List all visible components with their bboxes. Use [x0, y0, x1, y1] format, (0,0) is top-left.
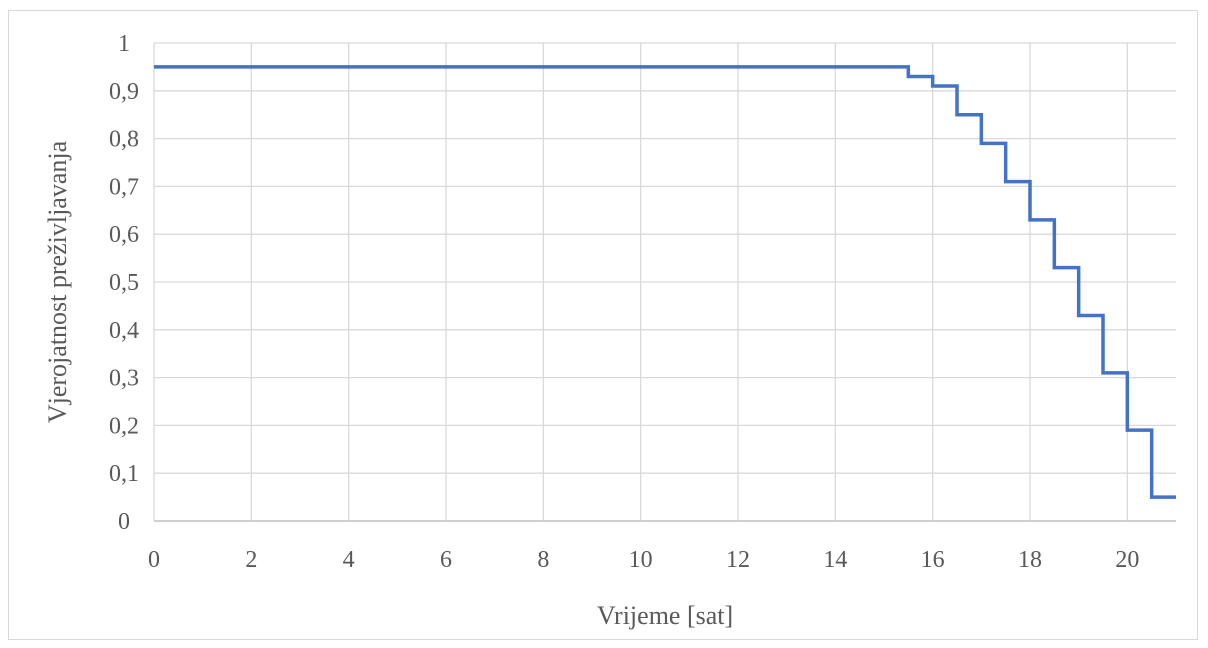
x-tick-label: 0	[148, 547, 160, 573]
y-tick-labels: 0 0,1 0,2 0,3 0,4 0,5 0,6 0,7 0,8 0,9 1	[109, 31, 139, 535]
y-gridlines	[154, 42, 1176, 474]
y-tick-label: 0,4	[109, 318, 139, 344]
x-axis-title: Vrijeme [sat]	[597, 601, 733, 630]
x-tick-label: 8	[537, 547, 549, 573]
x-tick-label: 18	[1018, 547, 1042, 573]
y-tick-label: 0,8	[109, 127, 139, 153]
y-tick-label: 0,9	[109, 79, 139, 105]
y-tick-label: 0	[118, 509, 130, 535]
x-tick-label: 20	[1115, 547, 1139, 573]
x-tick-label: 2	[245, 547, 257, 573]
x-tick-label: 10	[629, 547, 653, 573]
y-axis-title: Vjerojatnost preživljavanja	[43, 140, 72, 423]
y-tick-label: 0,7	[109, 174, 139, 200]
y-tick-label: 1	[118, 31, 130, 57]
x-tick-label: 4	[343, 547, 355, 573]
chart-frame	[8, 10, 1198, 640]
y-tick-label: 0,1	[109, 461, 139, 487]
series-line	[154, 65, 1176, 499]
y-tick-label: 0,2	[109, 413, 139, 439]
x-tick-label: 6	[440, 547, 452, 573]
y-tick-label: 0,3	[109, 366, 139, 392]
x-tick-labels: 0 2 4 6 8 10 12 14 16 18 20	[148, 547, 1139, 573]
x-tick-label: 14	[823, 547, 847, 573]
y-tick-label: 0,5	[109, 270, 139, 296]
x-tick-label: 16	[921, 547, 945, 573]
x-tick-label: 12	[726, 547, 750, 573]
y-tick-label: 0,6	[109, 222, 139, 248]
